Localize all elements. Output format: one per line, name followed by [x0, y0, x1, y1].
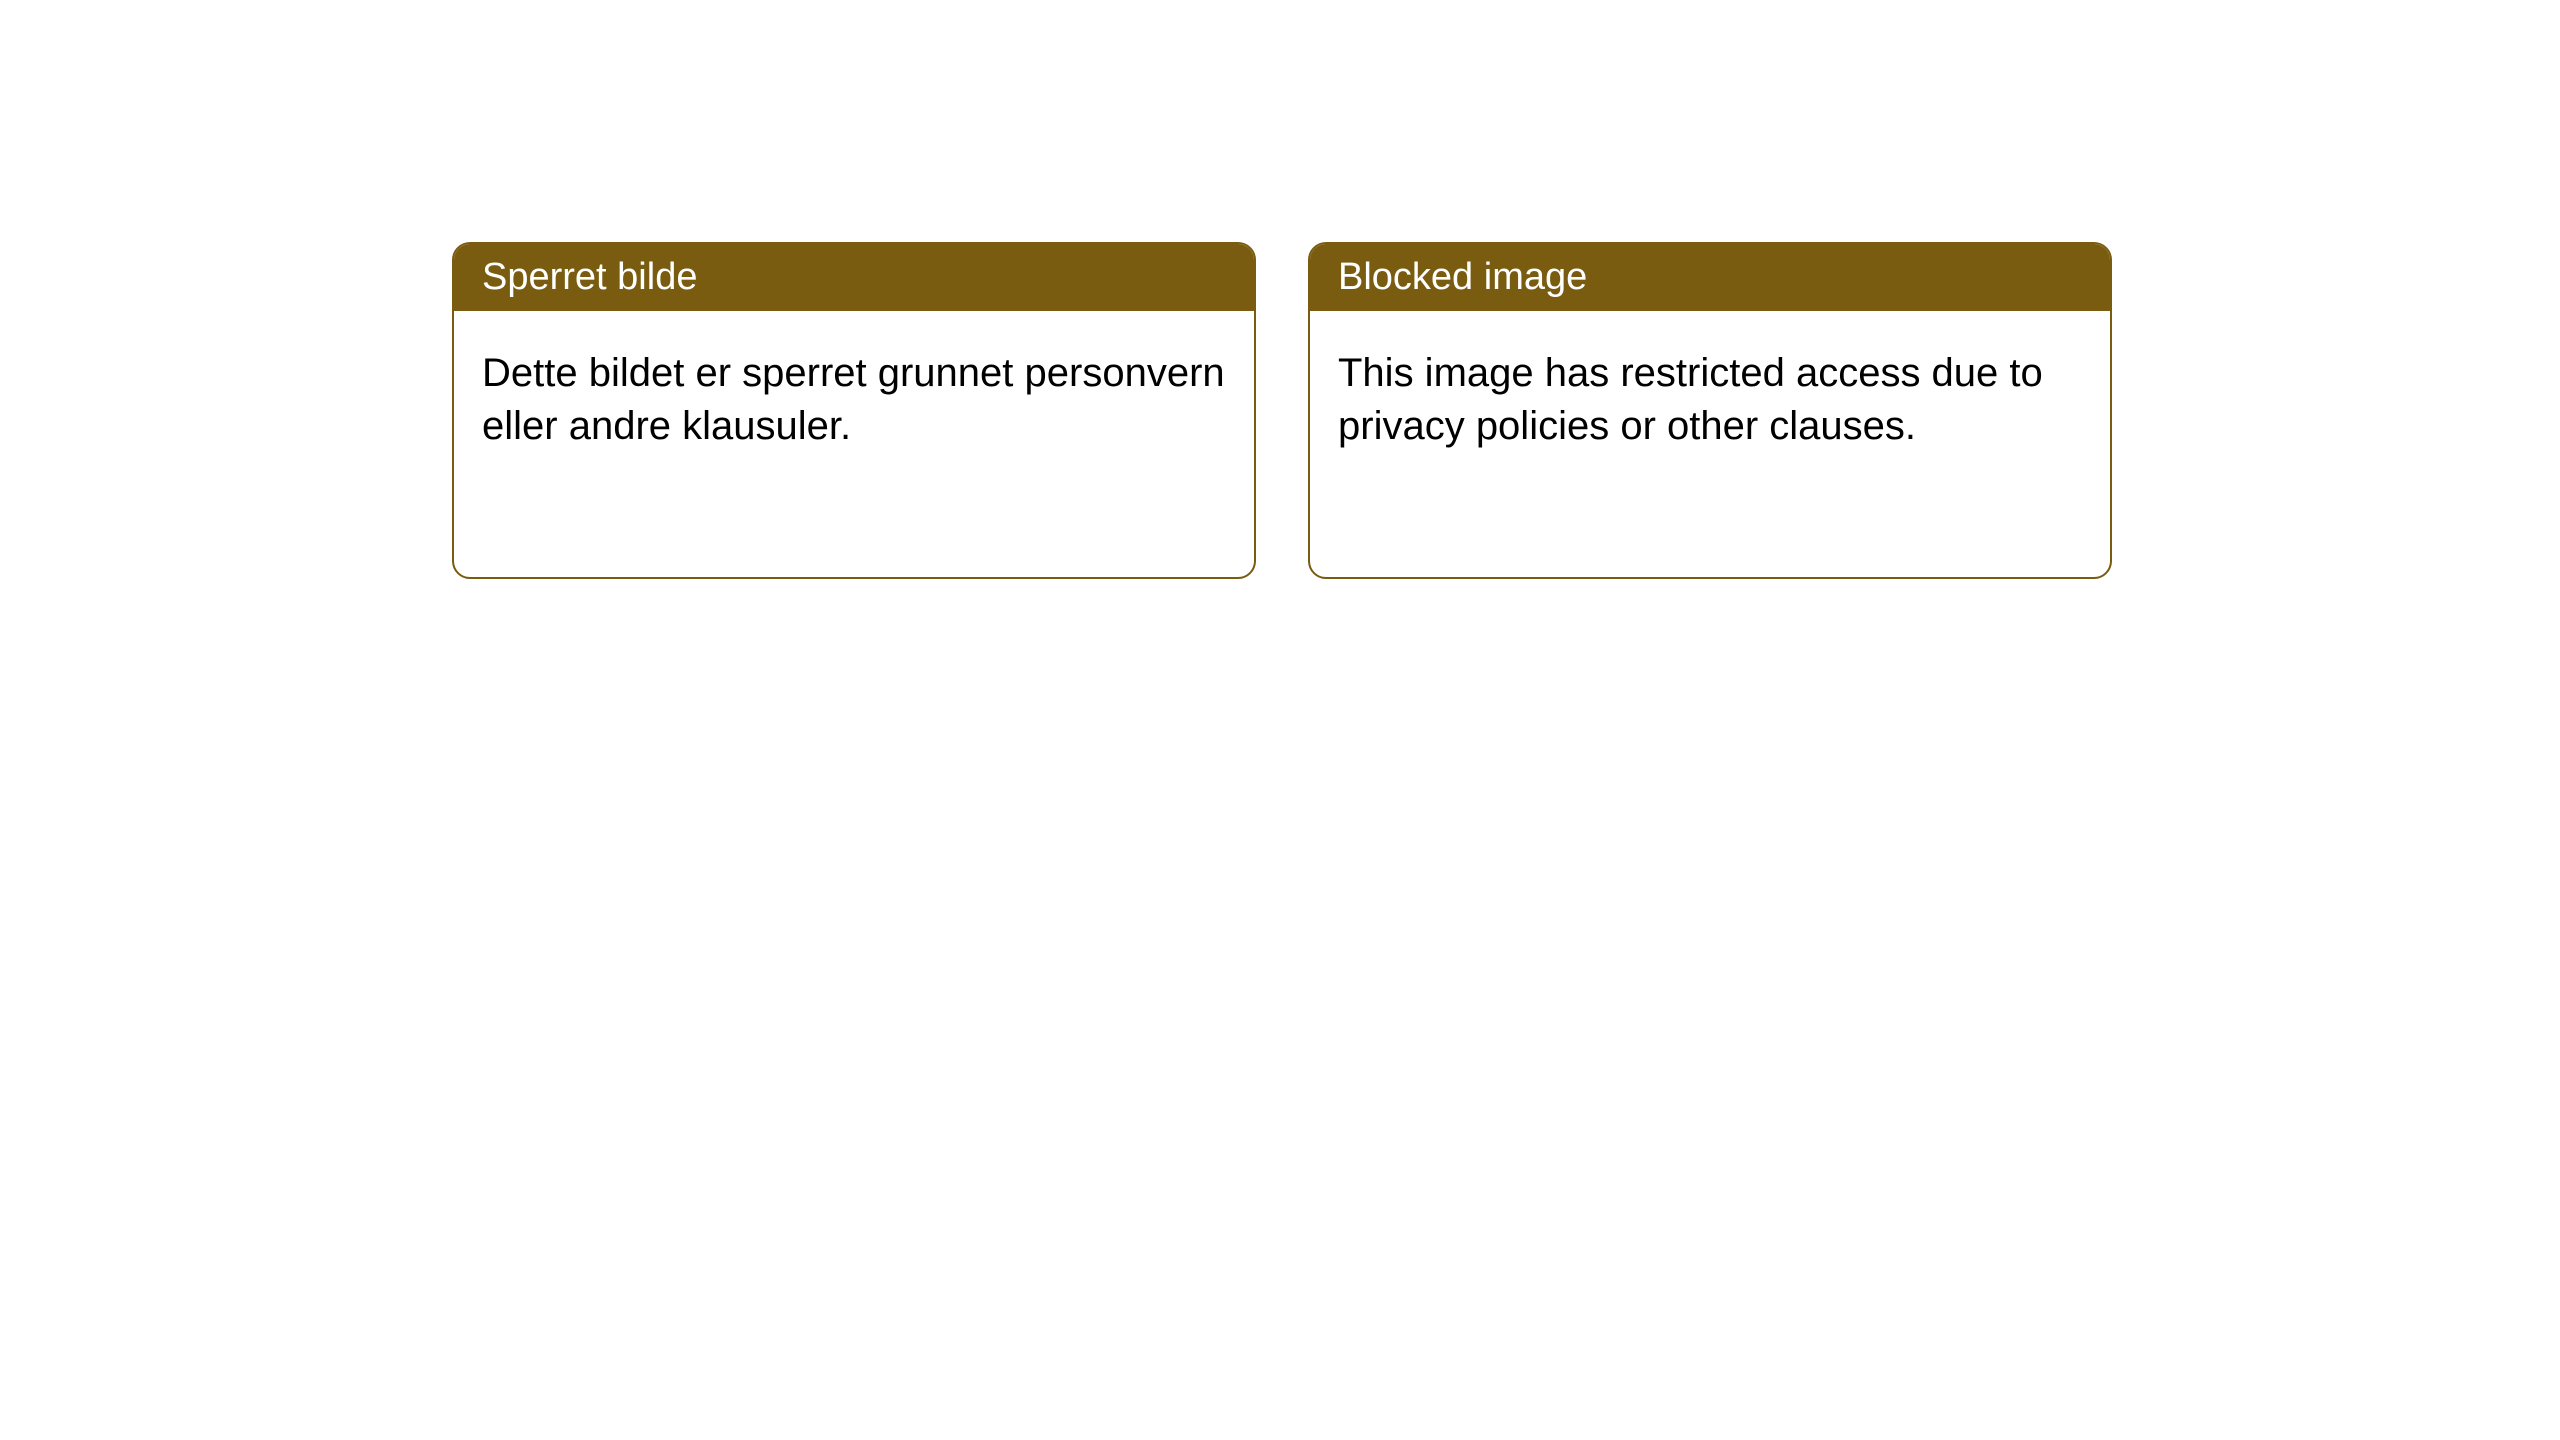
card-body-en: This image has restricted access due to …	[1310, 311, 2110, 489]
notice-container: Sperret bilde Dette bildet er sperret gr…	[452, 242, 2112, 579]
blocked-image-card-en: Blocked image This image has restricted …	[1308, 242, 2112, 579]
card-text-en: This image has restricted access due to …	[1338, 351, 2043, 448]
blocked-image-card-no: Sperret bilde Dette bildet er sperret gr…	[452, 242, 1256, 579]
card-body-no: Dette bildet er sperret grunnet personve…	[454, 311, 1254, 489]
card-text-no: Dette bildet er sperret grunnet personve…	[482, 351, 1225, 448]
card-title-no: Sperret bilde	[482, 256, 697, 298]
card-title-en: Blocked image	[1338, 256, 1587, 298]
card-header-no: Sperret bilde	[454, 244, 1254, 311]
card-header-en: Blocked image	[1310, 244, 2110, 311]
